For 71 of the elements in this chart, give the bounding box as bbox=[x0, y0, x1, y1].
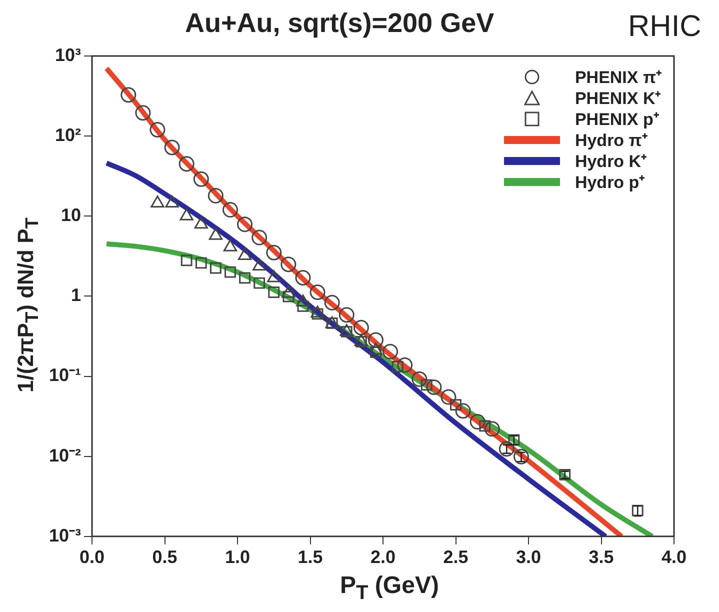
point bbox=[420, 379, 432, 391]
x-tick-label: 0.0 bbox=[80, 547, 105, 568]
point bbox=[120, 87, 136, 103]
legend-label: Hydro π⁺ bbox=[574, 130, 648, 151]
point bbox=[484, 421, 500, 437]
y-tick-label: 10 bbox=[60, 205, 82, 226]
x-tick-label: 1.0 bbox=[224, 547, 250, 568]
point bbox=[426, 379, 442, 395]
point bbox=[392, 360, 404, 372]
point bbox=[470, 414, 486, 430]
point bbox=[194, 216, 208, 229]
y-tick-label: 10² bbox=[55, 125, 82, 146]
point bbox=[237, 216, 253, 232]
point bbox=[282, 290, 294, 302]
point bbox=[513, 448, 529, 464]
point bbox=[252, 230, 268, 246]
point bbox=[382, 344, 398, 360]
point bbox=[280, 256, 296, 272]
y-tick-label: 10⁻³ bbox=[49, 525, 82, 546]
y-tick-label: 10⁻¹ bbox=[49, 365, 82, 386]
point bbox=[297, 300, 309, 312]
point bbox=[180, 254, 192, 266]
legend-label: Hydro K⁺ bbox=[574, 151, 648, 172]
point bbox=[353, 320, 369, 336]
chart-title: Au+Au, sqrt(s)=200 GeV bbox=[185, 8, 494, 39]
x-tick-label: 1.5 bbox=[298, 547, 323, 568]
x-tick-label: 2.5 bbox=[443, 547, 468, 568]
point bbox=[164, 140, 180, 156]
point bbox=[195, 257, 207, 269]
text: RHIC bbox=[628, 10, 702, 44]
point bbox=[368, 332, 384, 348]
y-tick-label: 1 bbox=[71, 285, 82, 306]
y-tick-label: 10³ bbox=[55, 44, 82, 65]
point bbox=[224, 266, 236, 278]
point bbox=[498, 441, 514, 457]
point bbox=[440, 389, 456, 405]
legend-label: PHENIX K⁺ bbox=[574, 88, 662, 109]
point bbox=[222, 202, 238, 218]
point bbox=[324, 294, 340, 310]
point bbox=[268, 286, 280, 298]
legend-label: PHENIX π⁺ bbox=[574, 67, 662, 88]
legend-label: PHENIX p⁺ bbox=[574, 109, 660, 130]
point bbox=[370, 346, 382, 358]
point bbox=[397, 357, 413, 373]
x-tick-label: 2.0 bbox=[370, 547, 396, 568]
x-tick-label: 3.5 bbox=[588, 547, 614, 568]
x-tick-label: 3.0 bbox=[516, 547, 542, 568]
point bbox=[210, 262, 222, 274]
point bbox=[455, 403, 471, 419]
point bbox=[178, 156, 194, 172]
point bbox=[312, 308, 324, 320]
x-tick-label: 4.0 bbox=[661, 547, 687, 568]
point bbox=[208, 188, 224, 204]
y-tick-label: 10⁻² bbox=[49, 445, 82, 466]
x-axis-title: P$_{T}$ (GeV) bbox=[339, 572, 440, 605]
point bbox=[296, 294, 310, 307]
point bbox=[295, 270, 311, 286]
point bbox=[412, 371, 428, 387]
point bbox=[238, 248, 252, 260]
point bbox=[479, 420, 491, 432]
point bbox=[266, 244, 282, 260]
point bbox=[450, 399, 462, 411]
point bbox=[150, 122, 166, 138]
point bbox=[239, 272, 250, 284]
point bbox=[338, 307, 354, 323]
x-tick-label: 0.5 bbox=[152, 547, 178, 568]
point bbox=[193, 171, 209, 187]
point bbox=[310, 284, 326, 300]
legend-label: Hydro p⁺ bbox=[574, 172, 646, 193]
point bbox=[135, 105, 151, 121]
point bbox=[254, 277, 266, 289]
